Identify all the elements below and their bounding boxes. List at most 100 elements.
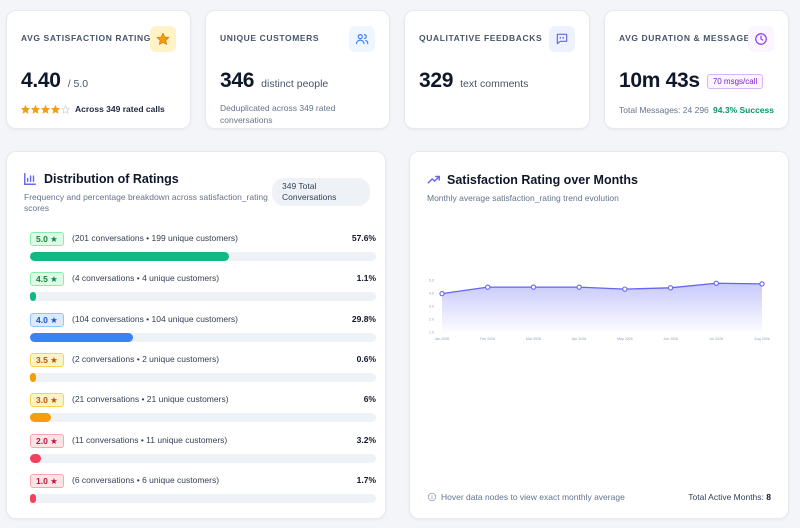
rating-badge: 3.5 ★ — [30, 352, 64, 367]
rating-row: 4.0 ★ (104 conversations • 104 unique cu… — [30, 312, 376, 343]
kpi-suffix: distinct people — [261, 78, 329, 90]
rating-progress-fill — [30, 332, 134, 342]
bar-chart-icon — [23, 172, 37, 191]
kpi-value: 329 — [419, 69, 454, 92]
kpi-value: 10m 43s — [619, 69, 700, 92]
distribution-card: Distribution of Ratings Frequency and pe… — [6, 151, 386, 519]
rating-stars — [21, 105, 70, 115]
trending-up-icon — [427, 173, 441, 192]
x-tick-label: Apr 2026 — [572, 337, 587, 341]
rating-row: 3.5 ★ (2 conversations • 2 unique custom… — [30, 352, 376, 383]
kpi-title: UNIQUE CUSTOMERS — [220, 33, 320, 43]
kpi-suffix: / 5.0 — [67, 78, 89, 90]
total-messages: Total Messages: 24 296 — [619, 105, 709, 115]
rating-description: (2 conversations • 2 unique customers) — [72, 353, 220, 364]
rating-percentage: 1.1% — [356, 273, 376, 284]
data-point[interactable] — [576, 284, 582, 290]
kpi-sub-text: Across 349 rated calls — [75, 104, 165, 114]
trend-subtitle: Monthly average satisfaction_rating tren… — [427, 193, 619, 203]
kpi-sub: Across 349 rated calls — [21, 104, 165, 116]
kpi-card-satisfaction: AVG SATISFACTION RATING 4.40 / 5.0 Acros… — [6, 10, 191, 129]
rating-badge: 4.0 ★ — [30, 312, 64, 327]
rating-row: 2.0 ★ (11 conversations • 11 unique cust… — [30, 433, 376, 464]
rating-progress-fill — [30, 252, 230, 261]
kpi-value: 346 — [220, 69, 255, 92]
total-conversations-pill: 349 Total Conversations — [272, 178, 370, 206]
star-filled-icon — [31, 105, 40, 115]
rating-progress-fill — [30, 453, 42, 463]
rating-progress-track — [30, 453, 376, 463]
rating-progress-fill — [30, 292, 36, 302]
x-tick-label: Feb 2026 — [480, 337, 495, 341]
data-point[interactable] — [667, 285, 674, 291]
rating-description: (21 conversations • 21 unique customers) — [72, 394, 229, 405]
data-point[interactable] — [622, 286, 628, 292]
star-icon — [150, 26, 176, 52]
kpi-title: AVG DURATION & MESSAGES — [619, 33, 757, 43]
data-point[interactable] — [439, 290, 445, 297]
clock-icon — [748, 26, 774, 52]
rating-description: (201 conversations • 199 unique customer… — [72, 233, 238, 243]
data-point[interactable] — [713, 280, 719, 286]
star-empty-icon — [61, 105, 70, 115]
kpi-value: 4.40 — [21, 69, 61, 92]
star-filled-icon — [21, 105, 30, 115]
y-tick-label: 1.0 — [429, 331, 434, 335]
msgs-per-call-badge: 70 msgs/call — [706, 73, 764, 89]
star-filled-icon — [41, 105, 50, 115]
info-icon — [427, 492, 437, 502]
rating-row: 3.0 ★ (21 conversations • 21 unique cust… — [30, 393, 376, 423]
rating-badge: 3.0 ★ — [30, 393, 64, 408]
kpi-card-feedbacks: QUALITATIVE FEEDBACKS 329 text comments — [404, 10, 590, 129]
rating-percentage: 6% — [363, 394, 376, 405]
rating-percentage: 57.6% — [351, 233, 376, 243]
rating-badge: 5.0 ★ — [30, 232, 64, 246]
hover-hint: Hover data nodes to view exact monthly a… — [427, 492, 625, 502]
kpi-card-customers: UNIQUE CUSTOMERS 346 distinct people Ded… — [205, 10, 390, 129]
kpi-sub: Deduplicated across 349 rated conversati… — [220, 103, 336, 125]
kpi-title: QUALITATIVE FEEDBACKS — [419, 33, 543, 43]
rating-progress-track — [30, 292, 376, 302]
rating-badge: 2.0 ★ — [30, 433, 64, 448]
x-tick-label: Jul 2026 — [709, 337, 723, 341]
kpi-suffix: text comments — [460, 78, 529, 90]
rating-description: (104 conversations • 104 unique customer… — [72, 313, 238, 324]
x-tick-label: Jun 2026 — [663, 337, 678, 341]
star-filled-icon — [51, 105, 60, 115]
rating-progress-fill — [30, 493, 36, 503]
y-tick-label: 4.0 — [429, 292, 434, 296]
total-months-label: Total Active Months: — [688, 492, 764, 502]
rating-progress-track — [30, 372, 376, 382]
rating-progress-track — [30, 413, 376, 423]
x-tick-label: Mar 2026 — [526, 337, 541, 341]
y-tick-label: 2.0 — [429, 318, 434, 322]
series-area — [442, 283, 762, 332]
total-active-months: Total Active Months: 8 — [688, 492, 771, 502]
trend-card: Satisfaction Rating over Months Monthly … — [409, 151, 789, 519]
rating-row: 4.5 ★ (4 conversations • 4 unique custom… — [30, 272, 376, 302]
distribution-title: Distribution of Ratings — [44, 172, 179, 186]
rating-progress-track — [30, 493, 376, 503]
rating-progress-fill — [30, 413, 51, 423]
rating-progress-fill — [30, 372, 36, 382]
data-point[interactable] — [485, 284, 491, 290]
x-tick-label: Aug 2026 — [754, 337, 769, 341]
kpi-card-duration: AVG DURATION & MESSAGES 10m 43s 70 msgs/… — [604, 10, 789, 129]
users-icon — [349, 26, 375, 52]
rating-description: (6 conversations • 6 unique customers) — [72, 474, 220, 485]
rating-badge: 1.0 ★ — [30, 473, 64, 488]
rating-progress-track — [30, 252, 376, 261]
message-quote-icon — [549, 26, 575, 52]
data-point[interactable] — [759, 281, 765, 287]
y-tick-label: 5.0 — [429, 279, 434, 283]
y-tick-label: 3.0 — [429, 305, 434, 309]
rating-percentage: 0.6% — [356, 353, 376, 364]
data-point[interactable] — [530, 284, 537, 290]
distribution-subtitle: Frequency and percentage breakdown acros… — [24, 192, 268, 213]
series-line — [441, 282, 763, 295]
trend-title: Satisfaction Rating over Months — [447, 173, 638, 187]
rating-percentage: 3.2% — [356, 434, 376, 445]
x-tick-label: Jan 2026 — [435, 337, 450, 341]
kpi-title: AVG SATISFACTION RATING — [21, 33, 151, 43]
